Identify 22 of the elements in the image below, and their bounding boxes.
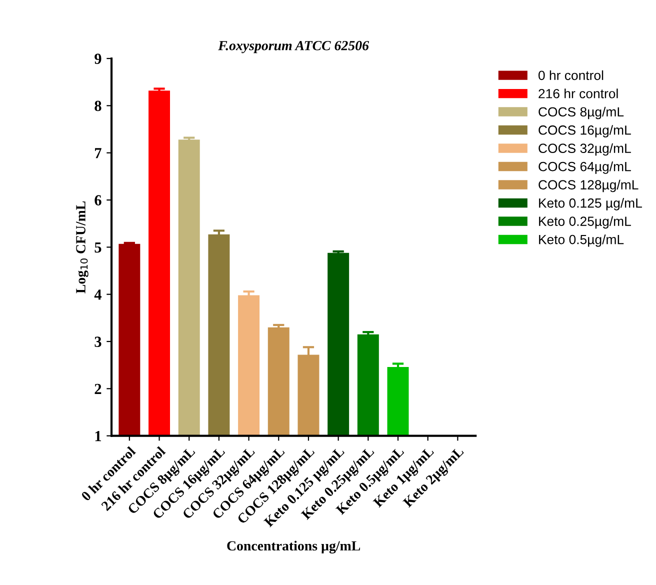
legend-label: COCS 8µg/mL xyxy=(538,106,624,120)
legend-label: COCS 32µg/mL xyxy=(538,143,631,156)
y-tick-label: 2 xyxy=(94,384,102,394)
legend-label: 0 hr control xyxy=(538,70,604,80)
legend-label: COCS 16µg/mL xyxy=(538,125,631,138)
y-tick-label: 9 xyxy=(94,54,102,64)
legend-label: Keto 0.25µg/mL xyxy=(539,216,631,229)
y-tick-label: 1 xyxy=(95,431,102,442)
y-tick-label: 5 xyxy=(94,242,102,253)
legend-label: COCS 128µg/mL xyxy=(538,180,638,192)
x-axis-title: Concentrations µg/mL xyxy=(227,540,360,554)
legend-label: Keto 0.125 µg/mL xyxy=(539,198,642,210)
legend-label: COCS 64µg/mL xyxy=(538,162,631,174)
y-axis-title: Log$_{10}$ CFU/mL xyxy=(76,201,88,294)
y-tick-label: 3 xyxy=(94,336,102,347)
y-tick-label: 4 xyxy=(94,290,102,300)
legend-label: 216 hr control xyxy=(538,88,618,98)
legend-label: Keto 0.5µg/mL xyxy=(539,234,624,247)
y-tick-label: 6 xyxy=(94,195,102,206)
chart-title: F.oxysporum ATCC 62506 xyxy=(218,40,369,54)
y-tick-label: 7 xyxy=(95,148,102,158)
y-tick-label: 8 xyxy=(94,100,102,112)
